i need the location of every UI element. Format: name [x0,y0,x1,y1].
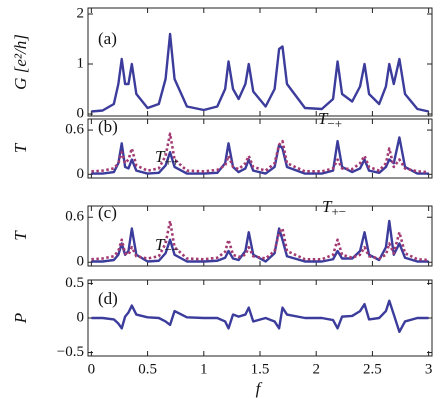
annotation-subscript: +− [331,204,346,219]
y-axis-label: T [11,230,30,241]
x-tick-label: 3 [425,361,433,377]
y-tick-label: 2 [77,5,85,21]
panel-label: (d) [98,289,118,308]
y-tick-label: −0.5 [57,344,84,360]
annotation: T−− [155,235,179,257]
y-tick-label: 0.5 [65,275,84,291]
annotation-symbol: T [155,147,166,166]
panel-label: (a) [98,29,117,48]
y-tick-label: 0.6 [65,122,84,138]
y-axis-label: G [e²/h] [11,34,30,90]
annotation-subscript: −+ [327,116,342,131]
series-line [91,32,429,113]
y-tick-label: 1 [77,55,85,71]
y-tick-label: 0 [77,254,85,270]
series-line [91,219,429,263]
annotation: T++ [155,147,179,169]
x-axis-label: f [256,379,263,398]
series-line [91,299,429,334]
annotation-subscript: −− [164,242,179,257]
y-tick-label: 0.6 [65,209,84,225]
annotation-symbol: T [318,109,329,128]
series-line [91,132,429,174]
annotation-symbol: T [155,235,166,254]
annotation: T+− [322,197,346,219]
x-tick-label: 1 [200,361,208,377]
x-tick-label: 1.5 [251,361,270,377]
series-line [91,136,429,175]
x-tick-label: 0.5 [138,361,157,377]
y-tick-label: 0 [77,309,85,325]
y-tick-label: 0 [77,105,85,121]
y-tick-label: 0 [77,166,85,182]
x-tick-label: 2 [312,361,320,377]
y-axis-label: P [11,313,30,324]
series-line [91,219,429,262]
y-axis-label: T [11,142,30,153]
annotation-symbol: T [322,197,333,216]
x-tick-label: 0 [88,361,96,377]
x-tick-label: 2.5 [363,361,382,377]
panel-frame [87,118,433,179]
annotation: T−+ [318,109,342,131]
panel-label: (b) [98,117,118,136]
annotation-subscript: ++ [164,154,179,169]
panel-label: (c) [98,203,117,222]
